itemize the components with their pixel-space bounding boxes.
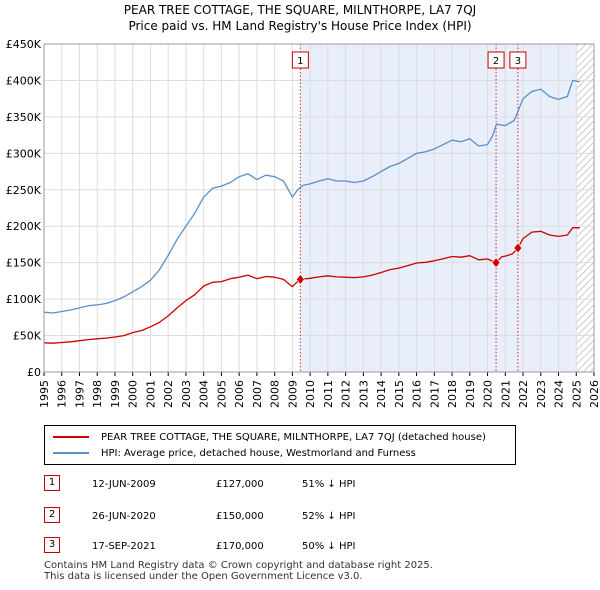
hpi-line [43, 79, 580, 314]
y-tick-label: £450K [6, 38, 42, 51]
x-tick-label: 1996 [56, 380, 69, 408]
y-tick-label: £100K [6, 293, 42, 306]
legend-item-price: PEAR TREE COTTAGE, THE SQUARE, MILNTHORP… [53, 430, 486, 444]
sale-date: 12-JUN-2009 [92, 479, 156, 490]
chart-title-line2: Price paid vs. HM Land Registry's House … [128, 19, 472, 33]
x-tick-label: 2016 [411, 380, 424, 408]
x-tick-label: 1999 [109, 380, 122, 408]
sale-badge-label: 1 [297, 56, 303, 67]
y-tick-label: £50K [13, 330, 42, 343]
x-tick-label: 2003 [180, 380, 193, 408]
shaded-period [300, 44, 577, 372]
price-chart: 1 2 3 £0 £50K £100K £150K £200K £250K £300K £350K… [6, 38, 600, 408]
x-tick-label: 2002 [162, 380, 175, 408]
x-tick-label: 2023 [535, 380, 548, 408]
legend-label-hpi: HPI: Average price, detached house, West… [101, 447, 416, 459]
x-tick-label: 2004 [198, 380, 211, 408]
sale-badge-box [487, 51, 505, 69]
y-tick-label: £150K [6, 257, 42, 270]
legend-label-price: PEAR TREE COTTAGE, THE SQUARE, MILNTHORP… [101, 431, 486, 443]
legend-swatch-price [53, 436, 89, 438]
x-tick-label: 2019 [464, 380, 477, 408]
x-tick-label: 2005 [215, 380, 228, 408]
sale-hpi-diff: 50% ↓ HPI [302, 541, 356, 552]
x-tick-label: 2022 [517, 380, 530, 408]
y-tick-label: £300K [6, 147, 42, 160]
x-tick-label: 2020 [482, 380, 495, 408]
chart-legend: PEAR TREE COTTAGE, THE SQUARE, MILNTHORP… [44, 425, 516, 465]
x-tick-label: 2013 [357, 380, 370, 408]
x-tick-label: 2017 [428, 380, 441, 408]
x-tick-label: 2026 [588, 380, 600, 408]
sale-marker [491, 257, 501, 269]
x-tick-label: 2008 [269, 380, 282, 408]
x-tick-label: 2007 [251, 380, 264, 408]
x-tick-label: 2001 [144, 380, 157, 408]
sale-marker [513, 242, 523, 254]
x-tick-label: 2006 [233, 380, 246, 408]
x-tick-label: 2024 [553, 380, 566, 408]
plot-frame [43, 43, 595, 373]
sale-date: 26-JUN-2020 [92, 511, 156, 522]
legend-swatch-hpi [53, 452, 89, 454]
sale-badge: 1 [44, 475, 60, 491]
sale-price: £150,000 [216, 511, 264, 522]
y-tick-label: £0 [27, 366, 41, 379]
sale-badge-box [509, 51, 527, 69]
x-tick-label: 1995 [38, 380, 51, 408]
x-tick-label: 2010 [304, 380, 317, 408]
sale-badge-label: 3 [515, 56, 521, 67]
y-tick-label: £200K [6, 220, 42, 233]
sale-date: 17-SEP-2021 [92, 541, 156, 552]
y-tick-label: £250K [6, 184, 42, 197]
forecast-hatch [576, 44, 594, 372]
footer-licence: This data is licensed under the Open Gov… [44, 571, 363, 582]
sale-badge-label: 2 [493, 56, 499, 67]
legend-item-hpi: HPI: Average price, detached house, West… [53, 446, 416, 460]
x-tick-label: 1997 [73, 380, 86, 408]
x-tick-label: 2015 [393, 380, 406, 408]
sale-badge: 3 [44, 537, 60, 553]
footer-copyright: Contains HM Land Registry data © Crown c… [44, 560, 433, 571]
sale-hpi-diff: 52% ↓ HPI [302, 511, 356, 522]
price-paid-line [43, 227, 580, 344]
sale-badge-box [291, 51, 309, 69]
x-tick-label: 2012 [340, 380, 353, 408]
x-tick-label: 2011 [322, 380, 335, 408]
y-tick-label: £350K [6, 111, 42, 124]
x-tick-label: 2009 [286, 380, 299, 408]
sale-hpi-diff: 51% ↓ HPI [302, 479, 356, 490]
y-tick-label: £400K [6, 74, 42, 87]
x-tick-label: 1998 [91, 380, 104, 408]
x-tick-label: 2018 [446, 380, 459, 408]
sale-marker [295, 273, 305, 285]
sale-price: £170,000 [216, 541, 264, 552]
chart-title-line1: PEAR TREE COTTAGE, THE SQUARE, MILNTHORP… [123, 3, 477, 17]
x-tick-label: 2025 [570, 380, 583, 408]
x-tick-label: 2021 [499, 380, 512, 408]
sale-price: £127,000 [216, 479, 264, 490]
x-tick-label: 2014 [375, 380, 388, 408]
x-tick-label: 2000 [127, 380, 140, 408]
sale-badge: 2 [44, 507, 60, 523]
footer: Contains HM Land Registry data © Crown c… [44, 560, 433, 582]
